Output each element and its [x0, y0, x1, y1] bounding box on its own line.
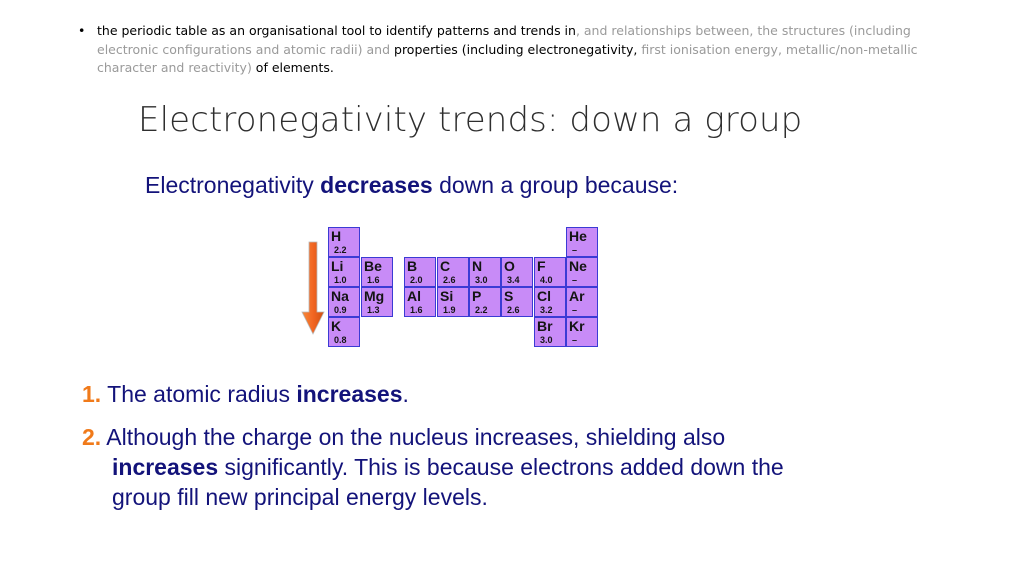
reason-1-pre: The atomic radius — [101, 381, 297, 407]
electronegativity-value: 1.3 — [367, 305, 380, 315]
bullet-icon: • — [78, 23, 86, 38]
element-cell-br: Br 3.0 — [534, 317, 566, 347]
learning-objective: • the periodic table as an organisationa… — [78, 22, 938, 78]
electronegativity-value: – — [572, 335, 578, 345]
element-symbol: Al — [407, 288, 421, 304]
element-cell-be: Be 1.6 — [361, 257, 393, 287]
element-cell-f: F 4.0 — [534, 257, 566, 287]
objective-part-2: , and relationships between, the structu… — [97, 23, 911, 57]
reason-2-continuation: increases significantly. This is because… — [82, 452, 842, 512]
element-symbol: H — [331, 228, 342, 244]
electronegativity-value: 2.0 — [410, 275, 423, 285]
electronegativity-value: 1.9 — [443, 305, 456, 315]
element-cell-p: P 2.2 — [469, 287, 501, 317]
element-symbol: P — [472, 288, 482, 304]
objective-part-1: the periodic table as an organisational … — [97, 23, 576, 38]
electronegativity-value: 1.0 — [334, 275, 347, 285]
element-symbol: Kr — [569, 318, 585, 334]
element-cell-ne: Ne – — [566, 257, 598, 287]
element-symbol: O — [504, 258, 515, 274]
element-symbol: Si — [440, 288, 454, 304]
element-cell-n: N 3.0 — [469, 257, 501, 287]
slide-subtitle: Electronegativity decreases down a group… — [145, 172, 678, 199]
element-cell-kr: Kr – — [566, 317, 598, 347]
electronegativity-value: – — [572, 275, 578, 285]
subtitle-bold: decreases — [320, 172, 433, 198]
element-symbol: F — [537, 258, 546, 274]
reason-2-post: significantly. This is because electrons… — [112, 454, 784, 510]
element-symbol: B — [407, 258, 418, 274]
element-symbol: Mg — [364, 288, 385, 304]
electronegativity-value: 3.4 — [507, 275, 520, 285]
objective-part-5: of elements. — [251, 60, 334, 75]
electronegativity-value: 1.6 — [410, 305, 423, 315]
element-cell-c: C 2.6 — [437, 257, 469, 287]
element-cell-s: S 2.6 — [501, 287, 533, 317]
electronegativity-value: – — [572, 305, 578, 315]
electronegativity-value: 2.6 — [507, 305, 520, 315]
element-symbol: Ne — [569, 258, 587, 274]
reason-1-bold: increases — [296, 381, 403, 407]
electronegativity-value: 2.6 — [443, 275, 456, 285]
element-symbol: Be — [364, 258, 382, 274]
element-symbol: K — [331, 318, 342, 334]
subtitle-pre: Electronegativity — [145, 172, 321, 198]
objective-part-4: first ionisation energy, metallic/non-me… — [97, 41, 918, 76]
element-cell-na: Na 0.9 — [328, 287, 360, 317]
electronegativity-value: – — [572, 245, 578, 255]
reason-2-number: 2. — [82, 424, 102, 450]
element-symbol: Cl — [537, 288, 551, 304]
electronegativity-value: 0.9 — [334, 305, 347, 315]
slide-title: Electronegativity trends: down a group — [138, 100, 803, 140]
element-symbol: C — [440, 258, 451, 274]
electronegativity-value: 3.0 — [475, 275, 488, 285]
electronegativity-value: 2.2 — [475, 305, 488, 315]
element-cell-si: Si 1.9 — [437, 287, 469, 317]
element-symbol: Na — [331, 288, 349, 304]
electronegativity-value: 3.0 — [540, 335, 553, 345]
element-symbol: He — [569, 228, 587, 244]
element-cell-cl: Cl 3.2 — [534, 287, 566, 317]
objective-part-3: properties (including electronegativity, — [390, 41, 638, 57]
electronegativity-value: 2.2 — [334, 245, 347, 255]
element-symbol: S — [504, 288, 514, 304]
reason-1-post: . — [402, 381, 409, 407]
element-cell-ar: Ar – — [566, 287, 598, 317]
element-cell-o: O 3.4 — [501, 257, 533, 287]
element-cell-mg: Mg 1.3 — [361, 287, 393, 317]
reason-1: 1. The atomic radius increases. — [82, 379, 409, 409]
down-arrow-icon — [301, 241, 325, 335]
reason-2-line1: Although the charge on the nucleus incre… — [101, 424, 726, 450]
electronegativity-value: 0.8 — [334, 335, 347, 345]
element-cell-h: H 2.2 — [328, 227, 360, 257]
reason-2-bold: increases — [112, 454, 219, 480]
element-cell-k: K 0.8 — [328, 317, 360, 347]
reason-1-number: 1. — [82, 381, 102, 407]
element-cell-al: Al 1.6 — [404, 287, 436, 317]
element-cell-b: B 2.0 — [404, 257, 436, 287]
element-symbol: Ar — [569, 288, 585, 304]
element-symbol: Br — [537, 318, 553, 334]
element-cell-li: Li 1.0 — [328, 257, 360, 287]
electronegativity-value: 4.0 — [540, 275, 553, 285]
objective-text: the periodic table as an organisational … — [97, 22, 938, 78]
element-symbol: Li — [331, 258, 344, 274]
electronegativity-value: 3.2 — [540, 305, 553, 315]
subtitle-post: down a group because: — [432, 172, 679, 198]
electronegativity-value: 1.6 — [367, 275, 380, 285]
element-cell-he: He – — [566, 227, 598, 257]
element-symbol: N — [472, 258, 483, 274]
reason-2: 2. Although the charge on the nucleus in… — [82, 422, 842, 512]
